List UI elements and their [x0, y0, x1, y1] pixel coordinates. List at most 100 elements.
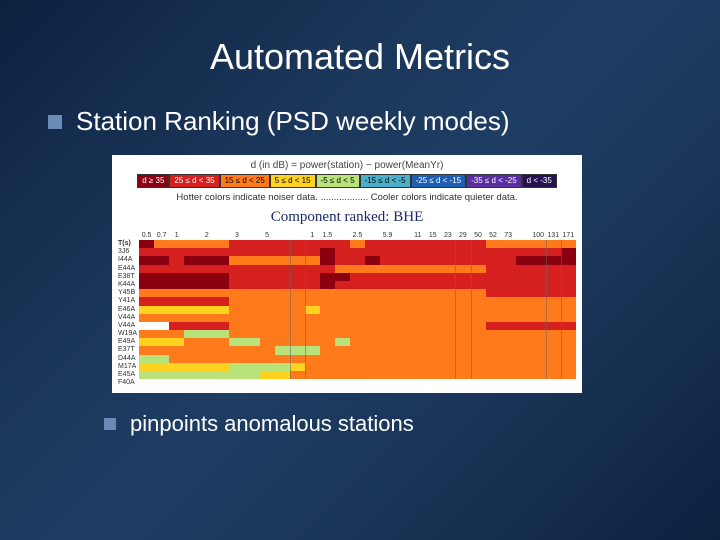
heatmap-cell — [501, 297, 516, 305]
heatmap-cell — [471, 355, 486, 363]
heatmap-cell — [154, 346, 169, 354]
legend-swatch: 25 ≤ d < 35 — [169, 174, 219, 188]
heatmap-cell — [229, 306, 244, 314]
heatmap-cell — [169, 355, 184, 363]
heatmap-cell — [260, 265, 275, 273]
heatmap-cell — [214, 346, 229, 354]
x-tick: 1 — [305, 232, 320, 239]
heatmap-cell — [546, 338, 561, 346]
heatmap-cell — [260, 256, 275, 264]
heatmap-cell — [531, 314, 546, 322]
heatmap-cell — [546, 248, 561, 256]
heatmap-cell — [320, 240, 335, 248]
heatmap-cell — [305, 273, 320, 281]
heatmap-cell — [350, 248, 365, 256]
heatmap-cell — [365, 330, 380, 338]
heatmap-cell — [199, 306, 214, 314]
heatmap-cell — [516, 346, 531, 354]
heatmap-cell — [501, 289, 516, 297]
heatmap-cell — [229, 314, 244, 322]
heatmap-cell — [440, 346, 455, 354]
heatmap-cell — [395, 273, 410, 281]
heatmap-cell — [410, 240, 425, 248]
heatmap-cell — [425, 330, 440, 338]
heatmap-cell — [516, 355, 531, 363]
heatmap-cell — [214, 240, 229, 248]
heatmap-cell — [516, 363, 531, 371]
heatmap-cell — [305, 346, 320, 354]
heatmap-cell — [440, 289, 455, 297]
heatmap-cell — [350, 363, 365, 371]
heatmap-cell — [305, 281, 320, 289]
heatmap-cell — [546, 256, 561, 264]
heatmap-cell — [516, 240, 531, 248]
heatmap-cell — [395, 248, 410, 256]
heatmap-cell — [245, 363, 260, 371]
y-label: Y45B — [118, 289, 137, 297]
heatmap-cell — [425, 297, 440, 305]
heatmap-cell — [214, 355, 229, 363]
heatmap-cell — [320, 322, 335, 330]
legend-swatch: 15 ≤ d < 25 — [220, 174, 270, 188]
heatmap-cell — [320, 371, 335, 379]
heatmap-cell — [365, 281, 380, 289]
heatmap-cell — [380, 322, 395, 330]
heatmap-cell — [199, 346, 214, 354]
heatmap-y-labels: T(s) 3J6I44AE44AE38TK44AY45BY41AE46AV44A… — [118, 230, 137, 387]
heatmap-cell — [546, 363, 561, 371]
heatmap-cell — [516, 371, 531, 379]
heatmap-cell — [335, 338, 350, 346]
heatmap-cell — [184, 322, 199, 330]
heatmap-cell — [184, 363, 199, 371]
heatmap-vline — [305, 240, 306, 379]
heatmap-cell — [290, 289, 305, 297]
heatmap-cell — [455, 265, 470, 273]
heatmap-cell — [260, 355, 275, 363]
heatmap-cell — [561, 265, 576, 273]
heatmap-cell — [410, 289, 425, 297]
heatmap-cell — [410, 330, 425, 338]
heatmap-cell — [320, 289, 335, 297]
heatmap-cell — [455, 306, 470, 314]
heatmap-cell — [516, 306, 531, 314]
heatmap-cell — [455, 314, 470, 322]
heatmap-cell — [425, 248, 440, 256]
heatmap-cell — [486, 314, 501, 322]
heatmap-cell — [139, 289, 154, 297]
heatmap-cell — [245, 289, 260, 297]
heatmap-cell — [546, 330, 561, 338]
heatmap-cell — [501, 265, 516, 273]
heatmap-cell — [214, 297, 229, 305]
heatmap-cell — [229, 248, 244, 256]
heatmap-cell — [471, 240, 486, 248]
heatmap-cell — [350, 256, 365, 264]
heatmap-cell — [290, 371, 305, 379]
heatmap-cell — [501, 256, 516, 264]
heatmap-cell — [425, 363, 440, 371]
heatmap-cell — [184, 306, 199, 314]
heatmap-cell — [471, 256, 486, 264]
heatmap-cell — [154, 363, 169, 371]
heatmap-cell — [154, 355, 169, 363]
heatmap-cell — [365, 346, 380, 354]
x-tick: 1 — [169, 232, 184, 239]
heatmap-cell — [486, 240, 501, 248]
heatmap-cell — [395, 322, 410, 330]
heatmap-cell — [410, 248, 425, 256]
heatmap-cell — [199, 330, 214, 338]
heatmap-cell — [214, 256, 229, 264]
legend-swatch: d ≥ 35 — [137, 174, 169, 188]
heatmap-cell — [486, 371, 501, 379]
heatmap-cell — [380, 256, 395, 264]
x-tick: 0.5 — [139, 232, 154, 239]
heatmap-cell — [395, 371, 410, 379]
heatmap-cell — [425, 338, 440, 346]
heatmap-cell — [290, 281, 305, 289]
heatmap-cell — [290, 355, 305, 363]
heatmap-cell — [471, 346, 486, 354]
heatmap-cell — [501, 248, 516, 256]
heatmap-cell — [395, 265, 410, 273]
heatmap-cell — [335, 273, 350, 281]
heatmap-cell — [199, 289, 214, 297]
heatmap-cell — [531, 363, 546, 371]
